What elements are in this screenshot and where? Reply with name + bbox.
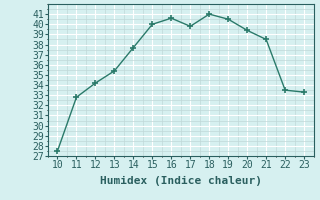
- X-axis label: Humidex (Indice chaleur): Humidex (Indice chaleur): [100, 176, 262, 186]
